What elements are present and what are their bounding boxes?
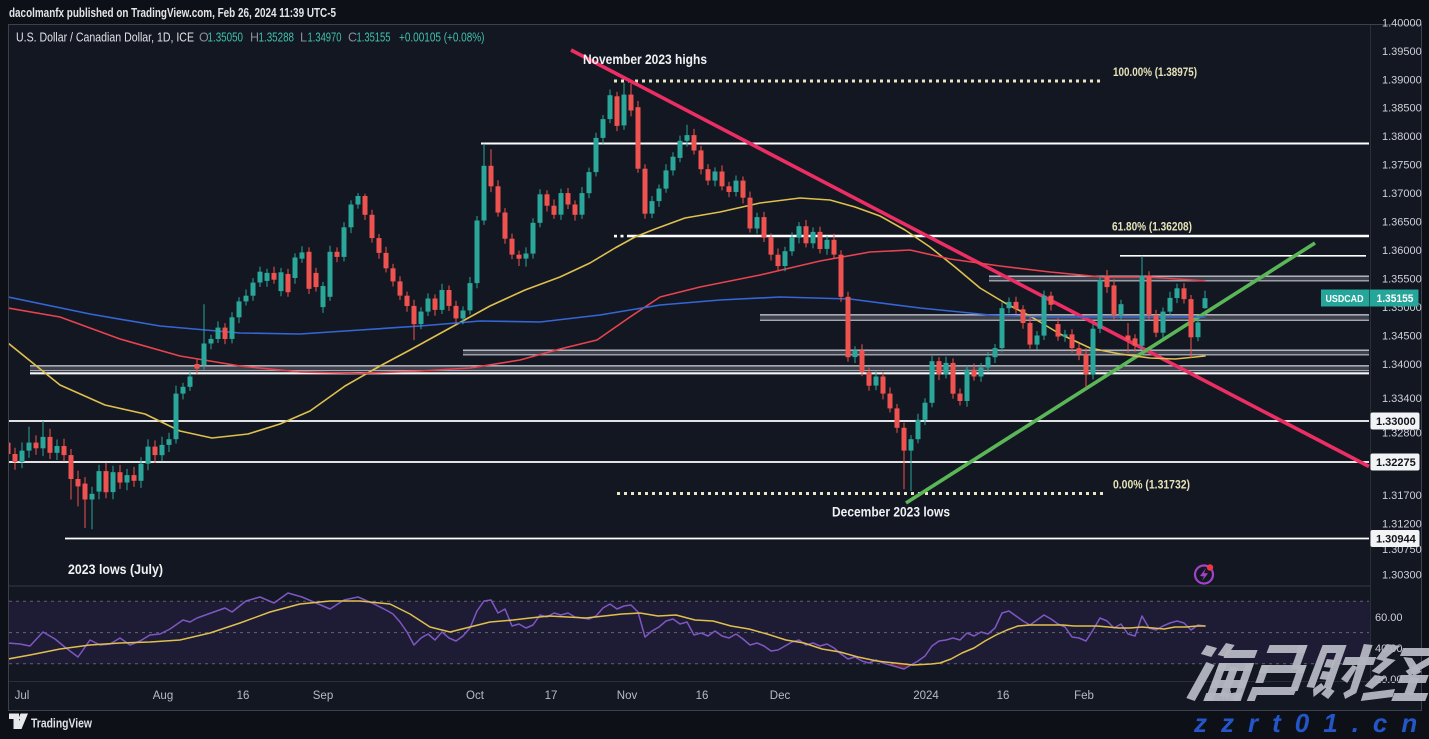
svg-text:1.39500: 1.39500 [1382,46,1422,58]
svg-text:1.35155: 1.35155 [1377,293,1414,305]
svg-text:1.34000: 1.34000 [1382,359,1422,371]
svg-text:December 2023 lows: December 2023 lows [832,505,950,520]
svg-text:USDCAD: USDCAD [1326,293,1364,305]
svg-text:L: L [300,31,307,45]
svg-text:16: 16 [237,690,250,702]
svg-text:16: 16 [997,690,1010,702]
svg-text:Nov: Nov [617,690,638,702]
svg-text:61.80% (1.36208): 61.80% (1.36208) [1112,220,1192,234]
svg-text:1.39000: 1.39000 [1382,74,1422,86]
svg-text:Dec: Dec [770,690,791,702]
svg-text:Aug: Aug [153,690,173,702]
svg-text:Sep: Sep [313,690,333,702]
svg-text:2024: 2024 [913,690,939,702]
svg-text:Oct: Oct [466,690,485,702]
svg-text:2023 lows (July): 2023 lows (July) [68,562,163,577]
svg-text:1.34970: 1.34970 [308,31,342,45]
svg-text:1.30944: 1.30944 [1376,534,1417,546]
svg-text:17: 17 [545,690,558,702]
svg-text:1.38500: 1.38500 [1382,103,1422,115]
svg-text:U.S. Dollar / Canadian Dollar,: U.S. Dollar / Canadian Dollar, 1D, ICE [16,31,194,45]
svg-text:1.37500: 1.37500 [1382,160,1422,172]
svg-text:1.36500: 1.36500 [1382,217,1422,229]
svg-text:1.31200: 1.31200 [1382,519,1422,531]
svg-text:1.33400: 1.33400 [1382,393,1422,405]
svg-text:TradingView: TradingView [31,716,93,731]
svg-text:1.36000: 1.36000 [1382,245,1422,257]
svg-text:100.00% (1.38975): 100.00% (1.38975) [1113,65,1197,79]
svg-text:1.35155: 1.35155 [357,31,391,45]
svg-text:+0.00105 (+0.08%): +0.00105 (+0.08%) [399,31,485,45]
svg-text:1.34500: 1.34500 [1382,331,1422,343]
svg-text:dacolmanfx published on Tradin: dacolmanfx published on TradingView.com,… [9,6,336,20]
svg-text:zzrt01.cn: zzrt01.cn [1193,708,1429,738]
svg-text:1.35288: 1.35288 [259,31,295,45]
svg-text:1.35050: 1.35050 [208,31,244,45]
svg-text:Feb: Feb [1074,690,1094,702]
svg-text:1.30300: 1.30300 [1382,570,1422,582]
svg-text:1.40000: 1.40000 [1382,17,1422,29]
svg-text:0.00% (1.31732): 0.00% (1.31732) [1113,478,1190,492]
svg-text:1.32275: 1.32275 [1376,457,1416,469]
svg-text:November 2023 highs: November 2023 highs [583,52,707,67]
svg-text:16: 16 [696,690,709,702]
svg-text:1.30750: 1.30750 [1382,544,1422,556]
svg-text:1.32800: 1.32800 [1382,427,1422,439]
svg-text:1.38000: 1.38000 [1382,131,1422,143]
svg-text:O: O [199,31,209,45]
svg-text:1.37000: 1.37000 [1382,188,1422,200]
svg-text:1.33000: 1.33000 [1376,416,1416,428]
svg-text:1.31700: 1.31700 [1382,490,1422,502]
svg-text:1.35500: 1.35500 [1382,274,1422,286]
svg-text:C: C [348,31,357,45]
svg-text:Jul: Jul [15,690,30,702]
svg-text:H: H [250,31,259,45]
svg-text:60.00: 60.00 [1375,612,1403,624]
